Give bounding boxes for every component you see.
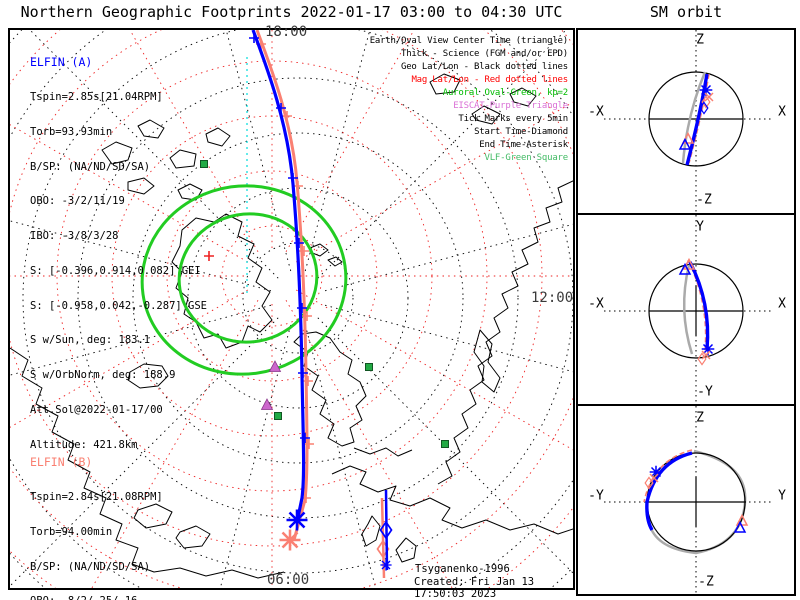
sm-orbit-panel-xy: Y -Y -X X [576,213,796,406]
elfin-a-line: Altitude: 421.8km [30,438,138,451]
map-legend: Earth/Oval View Center Time (triangle) T… [369,35,569,165]
elfin-a-line: B/SP: (NA/ND/SD/SA) [30,160,151,173]
legend-item: Auroral Oval-Green, kp=2 [442,88,568,98]
coast-kola [353,447,413,457]
axis-label-right: X [778,296,786,312]
elfin-a-title: ELFIN (A) [30,55,93,70]
geographic-grid [10,30,573,588]
full-orbit-gray [682,264,694,355]
legend-item: Geo Lat/Lon - Black dotted lines [401,62,568,72]
elfin-b-info-block: ELFIN (B) Tspin=2.84s[21.08RPM] Torb=94.… [30,434,207,600]
elfin-b-line: Tspin=2.84s[21.08RPM] [30,490,163,503]
elfin-a-orbit [688,261,710,350]
coast-siberia [437,180,573,485]
coastlines [10,73,573,579]
coast-japan-islands [361,515,417,563]
end-time-asterisk-elfin-b [278,528,302,552]
axis-label-bottom: -Y [697,384,713,400]
legend-item: Mag Lat/Lon - Red dotted lines [411,75,568,85]
coast-scandinavia [293,331,367,447]
coast-lakes [133,503,211,549]
legend-item: VLF-Green Square [484,153,569,163]
elfin-a-orbit [645,451,693,531]
legend-item: Earth/Oval View Center Time (triangle) [369,36,569,46]
coast-iceland [127,363,169,389]
axis-label-left: -X [588,296,604,312]
sm-xy-canvas [604,215,774,404]
elfin-a-line: Att.Sol@2022-01-17/00 [30,404,163,416]
elfin-b-line: OBO: -8/2/-25/-16 [30,596,207,600]
axis-label-right: X [778,104,786,120]
auroral-oval [140,184,348,376]
footprint-map: ELFIN (A) Tspin=2.85s[21.04RPM] Torb=93.… [8,24,575,600]
axis-label-bottom: -Z [696,192,712,208]
elfin-a-line: S w/OrbNorm, deg: 188.9 [30,369,176,382]
axis-label-right: Y [778,488,786,504]
elfin-a-line: Tspin=2.85s[21.04RPM] [30,90,163,103]
elfin-a-info-block: ELFIN (A) Tspin=2.85s[21.04RPM] Torb=93.… [30,34,207,475]
elfin-a-line: Torb=93.93min [30,125,113,138]
coast-kamchatka [473,329,501,393]
elfin-a-line: S: [-0.396,0.914,0.082] GEI [30,264,201,277]
axis-label-top: Z [696,32,704,48]
axis-label-top: Z [696,410,704,426]
mlt-label-12: 12:00 [531,290,574,306]
elfin-a-track [248,30,393,572]
page-title: Northern Geographic Footprints 2022-01-1… [20,3,563,21]
eiscat-triangles [261,360,281,410]
end-time-asterisk-elfin-a [285,508,309,532]
model-credit: Tsyganenko-1996 [415,563,510,575]
sm-orbit-panel-xz: Z -Z -X X [576,28,796,215]
axis-label-top: Y [696,219,704,235]
elfin-a-line: S: [-0.958,0.042,-0.287] GSE [30,299,208,312]
elfin-b-track [255,30,390,579]
coast-arctic-islands [101,119,231,201]
axis-label-bottom: -Z [698,574,714,590]
legend-item: Start Time-Diamond [474,127,568,137]
created-timestamp: Created: Fri Jan 13 17:50:03 2023 [414,576,535,600]
magnetic-grid [10,30,573,588]
sm-orbit-panel-yz: Z -Z -Y Y [576,404,796,596]
legend-item: Thick - Science (FGM and/or EPD) [401,49,568,59]
sm-yz-canvas [604,406,774,594]
legend-item: EISCAT-Purple Triangle [453,101,568,111]
elfin-a-line: IBO: -3/8/3/28 [30,230,119,243]
coast-siberian-islands [429,73,537,125]
legend-item: End Time-Asterisk [479,140,568,150]
map-canvas [10,30,573,588]
full-orbit-gray [681,71,707,164]
axis-label-left: -X [588,104,604,120]
elfin-b-line: Torb=94.00min [30,525,113,538]
sm-orbit-title: SM orbit [649,3,723,21]
mlt-label-06: 06:00 [267,572,310,588]
mlt-label-18: 18:00 [265,24,308,40]
elfin-a-line: S w/Sun, deg: 183.1 [30,334,151,347]
elfin-b-line: B/SP: (NA/ND/SD/SA) [30,560,151,573]
elfin-a-orbit [685,73,709,166]
elfin-a-line: OBO: -3/2/11/19 [30,195,125,208]
coast-far-east [331,465,573,535]
coast-north-america [10,347,285,579]
elfin-b-title: ELFIN (B) [30,455,93,470]
axis-label-left: -Y [588,488,604,504]
legend-item: Tick Marks every 5min [458,114,568,124]
sm-xz-canvas [604,30,774,213]
segment-asterisk-elfin-a [379,558,393,572]
